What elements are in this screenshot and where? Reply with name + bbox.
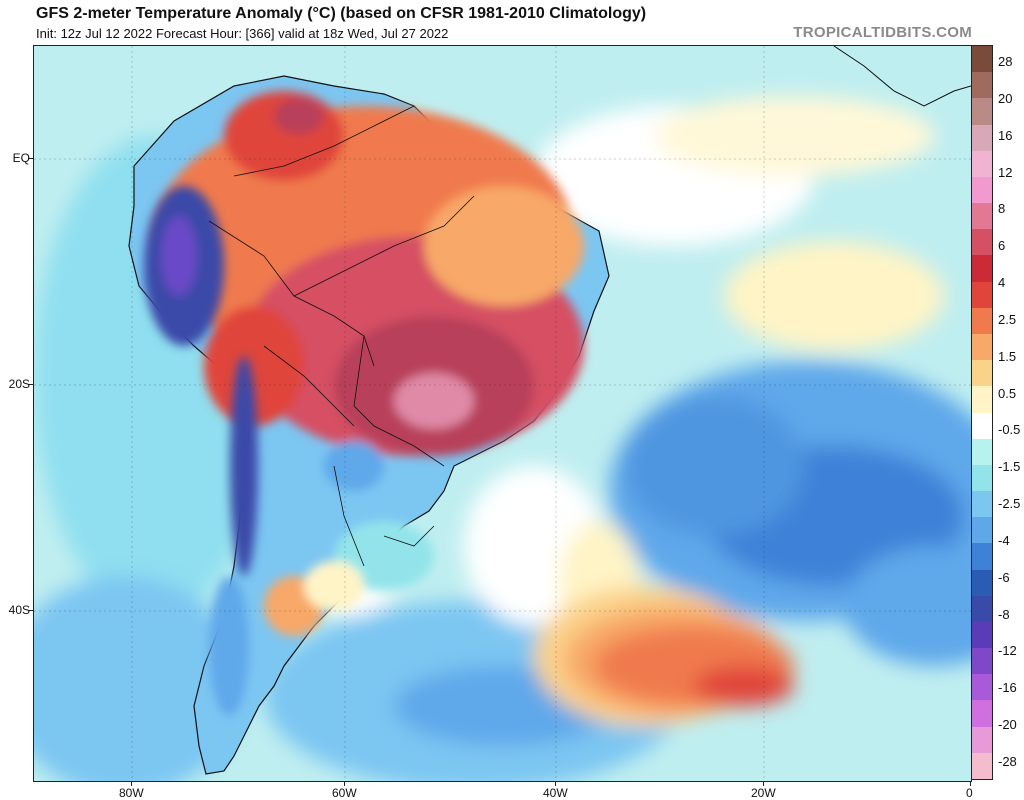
colorbar-cell xyxy=(972,517,992,544)
colorbar-label: -12 xyxy=(998,643,1017,659)
colorbar-cell xyxy=(972,176,992,204)
colorbar-label: 8 xyxy=(998,201,1006,217)
colorbar-cell xyxy=(972,255,992,283)
lat-label-20s: 20S xyxy=(8,377,30,391)
lon-tick-0 xyxy=(970,781,971,786)
chart-title: GFS 2-meter Temperature Anomaly (°C) (ba… xyxy=(36,5,647,22)
colorbar-cell xyxy=(972,203,992,230)
colorbar-label: -2.5 xyxy=(998,496,1021,512)
colorbar-cell xyxy=(972,98,992,126)
colorbar-label: -1.5 xyxy=(998,459,1021,475)
colorbar-cell xyxy=(972,648,992,675)
colorbar-cell xyxy=(972,124,992,152)
colorbar-label: -16 xyxy=(998,680,1017,696)
lat-tick-20s xyxy=(28,384,34,385)
colorbar-cell xyxy=(972,674,992,701)
colorbar-cell xyxy=(972,307,992,335)
colorbar-cell xyxy=(972,438,992,466)
lon-tick-60w xyxy=(344,781,345,786)
lat-label-eq: EQ xyxy=(12,151,30,165)
country-borders xyxy=(208,105,475,567)
ocean-anomaly-fields xyxy=(34,96,971,781)
colorbar-label: 0.5 xyxy=(998,385,1017,401)
colorbar-cell xyxy=(972,752,992,780)
colorbar xyxy=(971,45,993,780)
colorbar-label: 20 xyxy=(998,90,1013,106)
colorbar-cell xyxy=(972,360,992,387)
colorbar-cell xyxy=(972,543,992,571)
colorbar-label: -28 xyxy=(998,754,1017,769)
colorbar-cell xyxy=(972,150,992,178)
lon-label-40w: 40W xyxy=(543,786,568,800)
colorbar-label: 4 xyxy=(998,275,1006,291)
lon-label-60w: 60W xyxy=(332,786,357,800)
brand-watermark: TROPICALTIDBITS.COM xyxy=(793,24,972,41)
colorbar-label: 2.5 xyxy=(998,311,1017,327)
colorbar-cell xyxy=(972,621,992,649)
lon-label-0: 0 xyxy=(966,786,973,800)
colorbar-cell xyxy=(972,386,992,413)
south-america-landmass xyxy=(128,75,610,775)
colorbar-cell xyxy=(972,412,992,440)
colorbar-cell xyxy=(972,333,992,361)
colorbar-label: -20 xyxy=(998,717,1017,733)
colorbar-label: -6 xyxy=(998,569,1010,585)
colorbar-label: 1.5 xyxy=(998,348,1017,364)
lon-tick-80w xyxy=(131,781,132,786)
colorbar-cell xyxy=(972,281,992,309)
africa-coast xyxy=(833,46,971,107)
lon-tick-20w xyxy=(763,781,764,786)
lat-tick-eq xyxy=(28,158,34,159)
chart-subtitle: Init: 12z Jul 12 2022 Forecast Hour: [36… xyxy=(36,26,449,41)
colorbar-cell xyxy=(972,700,992,728)
colorbar-cell xyxy=(972,569,992,597)
colorbar-cell xyxy=(972,595,992,623)
lon-label-20w: 20W xyxy=(751,786,776,800)
colorbar-cell xyxy=(972,726,992,754)
colorbar-cell xyxy=(972,72,992,99)
lon-tick-40w xyxy=(555,781,556,786)
colorbar-label: 6 xyxy=(998,238,1006,254)
colorbar-cell xyxy=(972,464,992,492)
lat-tick-40s xyxy=(28,610,34,611)
colorbar-cell xyxy=(972,491,992,518)
colorbar-label: 28 xyxy=(998,54,1013,69)
colorbar-label: 16 xyxy=(998,127,1013,143)
colorbar-label: 12 xyxy=(998,164,1013,180)
colorbar-label: -4 xyxy=(998,532,1010,548)
lon-label-80w: 80W xyxy=(119,786,144,800)
colorbar-cell xyxy=(972,229,992,256)
colorbar-label: -0.5 xyxy=(998,422,1021,438)
map-canvas xyxy=(34,46,971,781)
colorbar-label: -8 xyxy=(998,606,1010,622)
lat-label-40s: 40S xyxy=(8,603,30,617)
temperature-anomaly-map xyxy=(33,45,972,782)
colorbar-cell xyxy=(972,46,992,73)
graticule xyxy=(34,46,971,781)
